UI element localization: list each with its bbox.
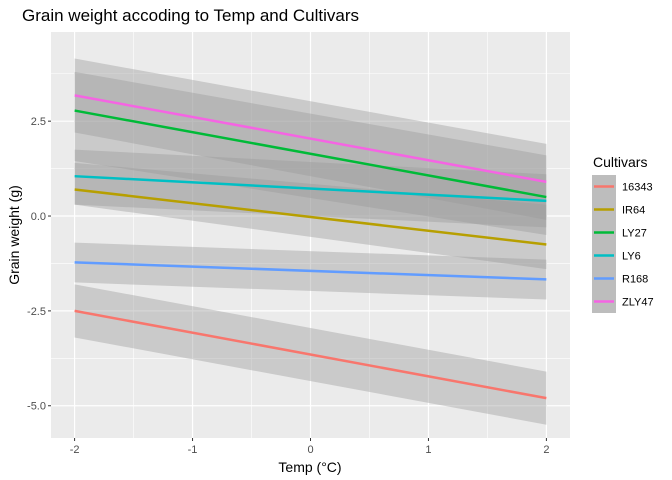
- y-tick-label: 0.0: [31, 211, 46, 223]
- x-axis: -2 -1 0 1 2: [70, 438, 549, 456]
- y-tick-label: -2.5: [27, 306, 46, 318]
- x-tick-label: 1: [425, 444, 431, 456]
- y-axis-title: Grain weight (g): [6, 185, 22, 285]
- legend-label-ir64: IR64: [622, 205, 645, 217]
- x-axis-title: Temp (°C): [278, 459, 341, 475]
- legend-title: Cultivars: [593, 154, 647, 170]
- legend-label-zly47: ZLY47: [622, 297, 654, 309]
- legend-label-16343: 16343: [622, 182, 653, 194]
- chart-title: Grain weight accoding to Temp and Cultiv…: [22, 6, 359, 25]
- legend: Cultivars 16343 IR64 LY27 LY6 R168 ZLY47: [592, 154, 654, 313]
- series-line-zly47: [74, 94, 547, 184]
- y-tick-label: 2.5: [31, 116, 46, 128]
- x-tick-label: 2: [543, 444, 549, 456]
- x-tick-label: 0: [307, 444, 313, 456]
- series-line-16343: [74, 309, 547, 400]
- y-axis: -5.0 -2.5 0.0 2.5: [27, 116, 51, 413]
- series-line-ly6: [74, 174, 547, 203]
- series-lines: [74, 94, 547, 400]
- legend-label-ly6: LY6: [622, 251, 641, 263]
- grid-major: [51, 32, 570, 438]
- y-tick-label: -5.0: [27, 401, 46, 413]
- x-tick-label: -1: [188, 444, 198, 456]
- x-tick-label: -2: [70, 444, 80, 456]
- series-line-ly27: [74, 109, 547, 199]
- legend-label-r168: R168: [622, 274, 648, 286]
- legend-label-ly27: LY27: [622, 228, 647, 240]
- series-line-r168: [74, 261, 547, 281]
- series-line-ir64: [74, 188, 547, 246]
- legend-items: 16343 IR64 LY27 LY6 R168 ZLY47: [592, 175, 654, 313]
